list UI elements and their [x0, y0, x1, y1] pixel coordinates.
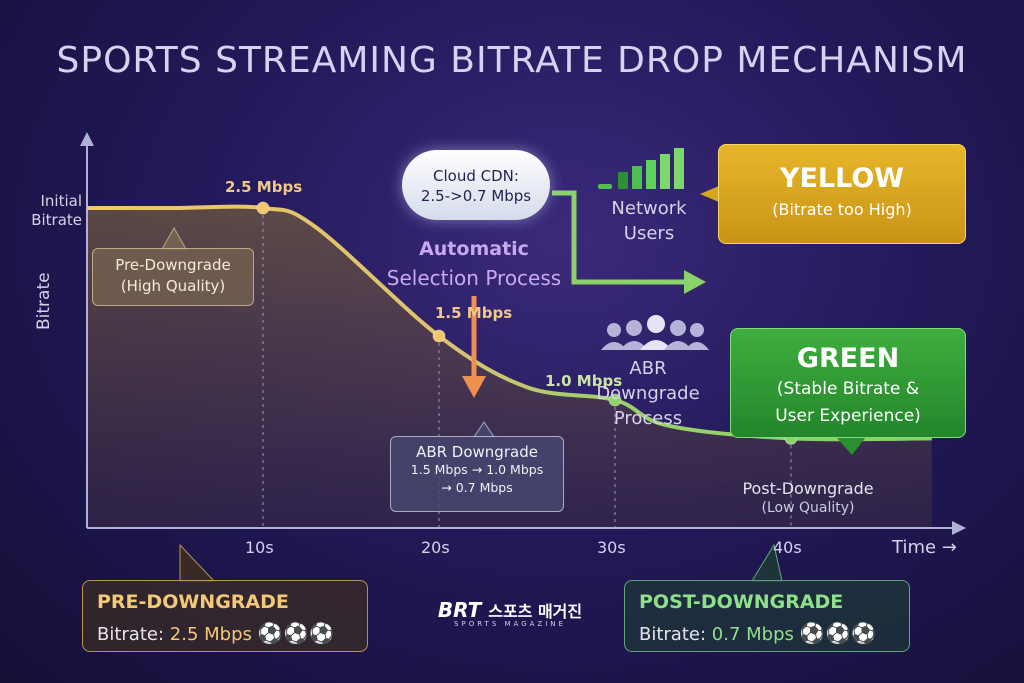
yellow-pointer: [700, 186, 719, 202]
logo-main: BRT 스포츠 매거진: [424, 598, 596, 622]
abr-downgrade-callout: ABR Downgrade 1.5 Mbps → 1.0 Mbps → 0.7 …: [390, 436, 564, 512]
yellow-status-box: YELLOW (Bitrate too High): [718, 144, 966, 244]
abr-process-line1: ABR: [629, 358, 667, 379]
cdn-to-network-arrow: [552, 190, 686, 285]
pre-callout-line2: (High Quality): [120, 277, 226, 295]
data-point-marker: [256, 201, 270, 215]
x-tick-label: 40s: [773, 538, 802, 557]
post-card-value: 0.7 Mbps: [711, 624, 794, 645]
selection-process-label: Selection Process: [386, 266, 562, 290]
data-point-label: 2.5 Mbps: [225, 178, 303, 196]
soccer-ball-icon: ⚽⚽⚽: [799, 621, 878, 645]
network-users-label: Network Users: [594, 196, 704, 246]
pre-card-value: 2.5 Mbps: [169, 624, 252, 645]
abr-process-line3: Process: [613, 408, 683, 429]
post-downgrade-card: POST-DOWNGRADE Bitrate: 0.7 Mbps ⚽⚽⚽: [624, 580, 910, 652]
pre-bottom-pointer: [179, 543, 216, 582]
abr-callout-title: ABR Downgrade: [416, 443, 538, 461]
pre-card-heading: PRE-DOWNGRADE: [97, 591, 289, 613]
pre-downgrade-callout: Pre-Downgrade (High Quality): [92, 248, 254, 306]
data-markers: [256, 201, 798, 445]
page-title: SPORTS STREAMING BITRATE DROP MECHANISM: [56, 40, 968, 81]
network-users-line2: Users: [623, 223, 675, 244]
data-point-marker: [432, 329, 446, 343]
soccer-ball-icon: ⚽⚽⚽: [257, 621, 336, 645]
x-axis-arrow: [952, 521, 966, 535]
network-users-line1: Network: [611, 198, 687, 219]
brand-logo: BRT 스포츠 매거진 SPORTS MAGAZINE: [424, 598, 596, 628]
yellow-sub: (Bitrate too High): [772, 200, 912, 219]
data-point-label: 1.0 Mbps: [545, 372, 623, 390]
y-axis-label: Bitrate: [34, 272, 54, 330]
gridlines: [262, 208, 792, 528]
post-label-line1: Post-Downgrade: [742, 479, 874, 498]
green-sub2: User Experience): [775, 406, 921, 426]
post-label-line2: (Low Quality): [761, 500, 855, 516]
logo-korean: 스포츠 매거진: [488, 602, 583, 621]
cloud-line1: Cloud CDN:: [433, 167, 519, 185]
initial-bitrate-label: Initial Bitrate: [31, 192, 82, 229]
selection-down-arrowhead: [462, 376, 486, 398]
post-card-label: Bitrate:: [639, 624, 707, 645]
post-card-heading: POST-DOWNGRADE: [639, 591, 844, 613]
post-downgrade-label: Post-Downgrade (Low Quality): [716, 479, 900, 516]
cloud-line2: 2.5->0.7 Mbps: [420, 187, 532, 205]
automatic-title: Automatic: [419, 238, 529, 260]
pre-callout-line1: Pre-Downgrade: [115, 256, 231, 274]
cdn-to-network-arrowhead: [684, 270, 706, 294]
pre-card-label: Bitrate:: [97, 624, 165, 645]
pre-card-row: Bitrate: 2.5 Mbps ⚽⚽⚽: [97, 621, 367, 645]
x-tick-label: 30s: [597, 538, 626, 557]
abr-callout-line1: 1.5 Mbps → 1.0 Mbps: [410, 462, 544, 477]
logo-brand: BRT: [437, 598, 482, 622]
signal-bars-icon: [598, 148, 684, 189]
y-axis-arrow: [80, 132, 94, 146]
data-point-label: 1.5 Mbps: [435, 304, 513, 322]
logo-sub: SPORTS MAGAZINE: [454, 620, 566, 628]
data-point-marker: [608, 393, 622, 407]
post-card-row: Bitrate: 0.7 Mbps ⚽⚽⚽: [639, 621, 909, 645]
green-sub1: (Stable Bitrate &: [776, 379, 920, 399]
area-under-curve: [87, 206, 932, 529]
cloud-cdn-icon: Cloud CDN: 2.5->0.7 Mbps: [402, 150, 550, 220]
green-heading: GREEN: [796, 343, 900, 374]
users-group-icon: [601, 315, 709, 350]
x-axis-label: Time →: [892, 537, 957, 558]
green-pointer: [836, 437, 866, 455]
area-fill: [87, 206, 932, 529]
x-tick-label: 10s: [245, 538, 274, 557]
abr-callout-line2: → 0.7 Mbps: [441, 480, 513, 495]
abr-process-label: ABR Downgrade Process: [582, 356, 714, 431]
pre-downgrade-card: PRE-DOWNGRADE Bitrate: 2.5 Mbps ⚽⚽⚽: [82, 580, 368, 652]
yellow-heading: YELLOW: [779, 163, 905, 194]
abr-process-line2: Downgrade: [596, 383, 700, 404]
x-tick-label: 20s: [421, 538, 450, 557]
green-status-box: GREEN (Stable Bitrate & User Experience): [730, 328, 966, 438]
